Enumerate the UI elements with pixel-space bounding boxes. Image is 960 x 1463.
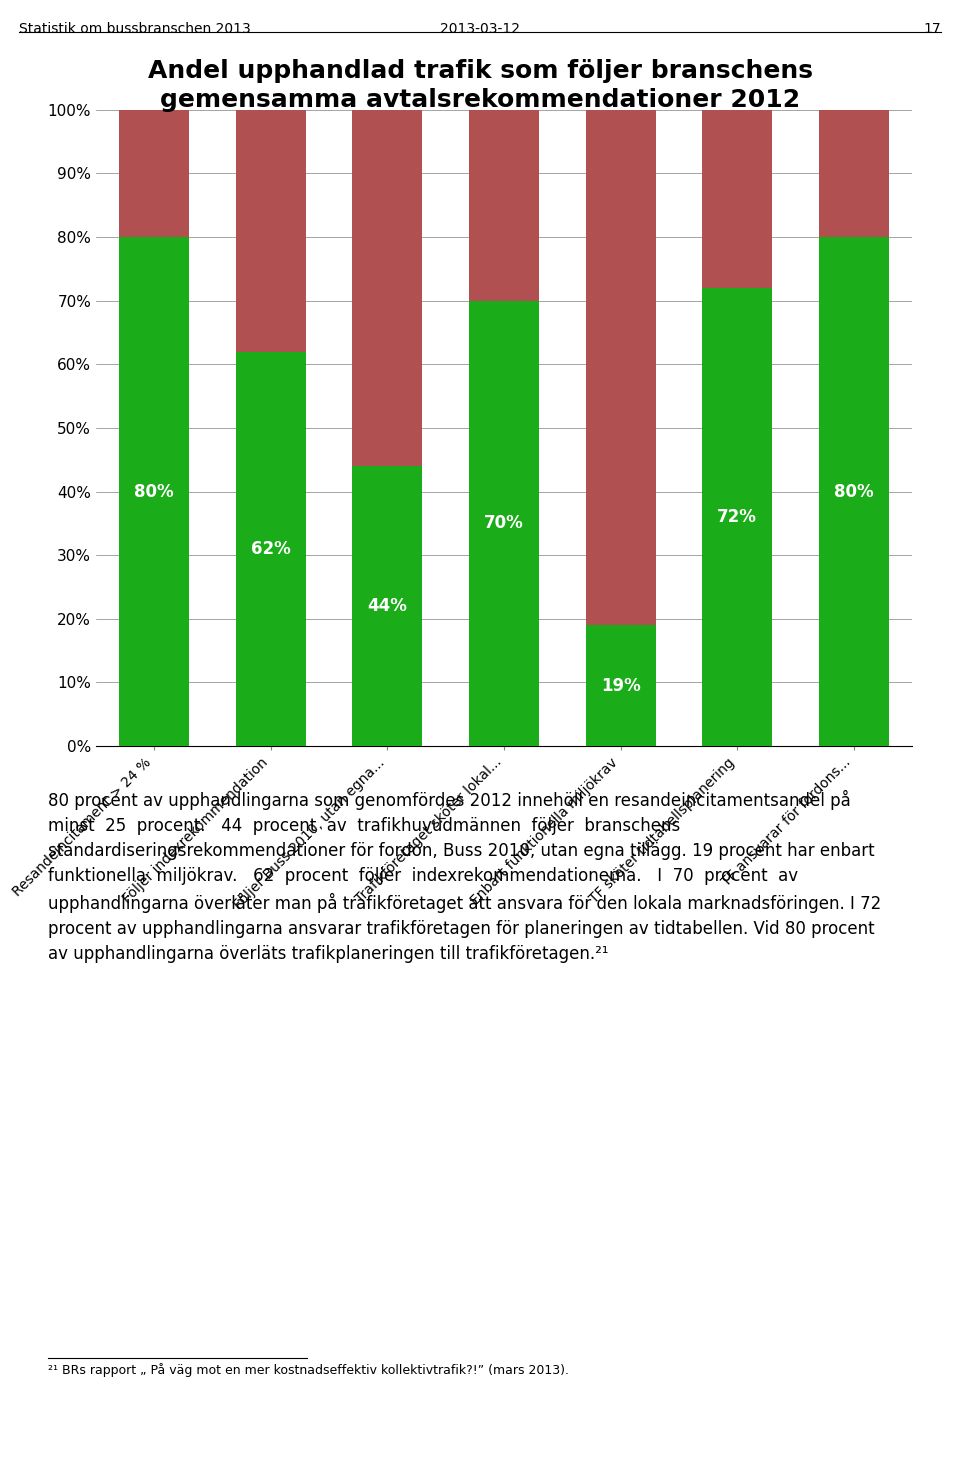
Text: Andel upphandlad trafik som följer branschens: Andel upphandlad trafik som följer brans… [148, 59, 812, 82]
Text: 80 procent av upphandlingarna som genomfördes 2012 innehöll en resandeincitament: 80 procent av upphandlingarna som genomf… [48, 790, 881, 963]
Bar [236, 110, 306, 351]
Bar [586, 110, 656, 625]
Text: 19%: 19% [601, 677, 640, 695]
Bar [352, 467, 422, 746]
Text: ²¹ BRs rapport „ På väg mot en mer kostnadseffektiv kollektivtrafik?!” (mars 201: ²¹ BRs rapport „ På väg mot en mer kostn… [48, 1364, 569, 1378]
Bar [819, 110, 889, 237]
Text: 62%: 62% [251, 540, 291, 557]
Bar [702, 110, 772, 288]
Bar [119, 237, 189, 746]
Bar [586, 625, 656, 746]
Bar [469, 110, 539, 300]
Bar [352, 110, 422, 467]
Text: 80%: 80% [134, 483, 174, 500]
Text: 70%: 70% [484, 515, 524, 533]
Text: 80%: 80% [834, 483, 874, 500]
Bar [702, 288, 772, 746]
Bar [469, 300, 539, 746]
Text: 17: 17 [924, 22, 941, 37]
Bar [236, 351, 306, 746]
Bar [119, 110, 189, 237]
Bar [819, 237, 889, 746]
Text: gemensamma avtalsrekommendationer 2012: gemensamma avtalsrekommendationer 2012 [160, 88, 800, 111]
Text: 72%: 72% [717, 508, 757, 527]
Text: 2013-03-12: 2013-03-12 [440, 22, 520, 37]
Text: 44%: 44% [368, 597, 407, 614]
Text: Statistik om bussbranschen 2013: Statistik om bussbranschen 2013 [19, 22, 251, 37]
